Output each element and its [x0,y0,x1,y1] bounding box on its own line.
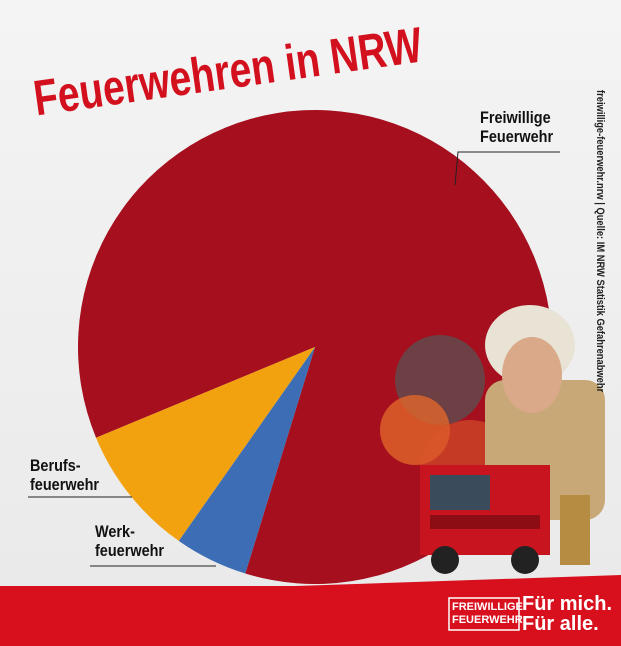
logo-line: FEUERWEHR [452,614,523,626]
logo-line: FREIWILLIGE [452,601,523,613]
slice-label: Freiwillige Feuerwehr [480,108,554,146]
pie-slice [178,347,315,574]
leader-lines [28,151,560,567]
source: freiwillige-feuerwehr.nrw | Quelle: IM N… [594,90,606,393]
logo-text: FREIWILLIGE FEUERWEHR [452,601,523,627]
slogan-line: Für alle. [522,613,599,635]
slice-label: Berufs- feuerwehr [30,456,100,494]
slice-label: Werk- feuerwehr [95,522,165,560]
photo [380,305,605,574]
slogan: Für mich. Für alle. [522,594,612,634]
logo-box [448,597,520,631]
slogan-line: Für mich. [522,593,613,615]
pie-slice [96,347,315,541]
footer-edge [0,575,621,600]
